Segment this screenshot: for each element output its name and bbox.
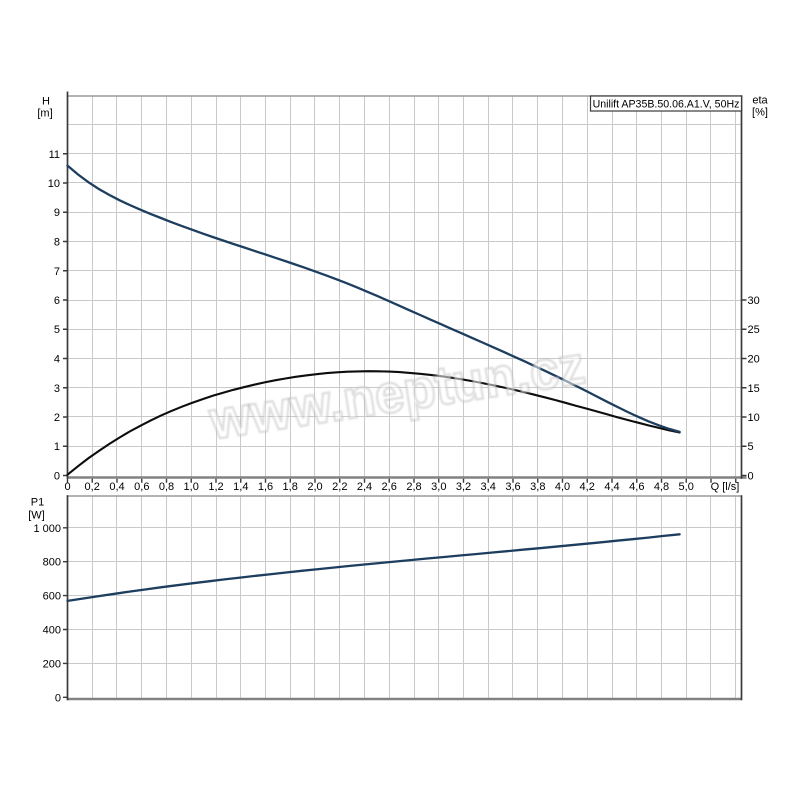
svg-text:2,0: 2,0 (307, 481, 322, 493)
svg-text:0: 0 (54, 471, 60, 483)
svg-text:3,6: 3,6 (505, 481, 520, 493)
svg-text:[W]: [W] (28, 510, 45, 522)
svg-text:1 000: 1 000 (33, 523, 61, 535)
svg-text:H: H (42, 96, 50, 108)
svg-text:1,2: 1,2 (208, 481, 223, 493)
svg-text:8: 8 (54, 237, 60, 249)
svg-text:4,8: 4,8 (654, 481, 669, 493)
svg-text:5,0: 5,0 (679, 481, 694, 493)
svg-text:3,4: 3,4 (481, 481, 496, 493)
svg-text:4,2: 4,2 (580, 481, 595, 493)
svg-text:3,8: 3,8 (530, 481, 545, 493)
svg-text:4: 4 (54, 354, 60, 366)
svg-text:7: 7 (54, 266, 60, 278)
svg-text:eta: eta (752, 95, 768, 107)
svg-text:1,8: 1,8 (283, 481, 298, 493)
svg-text:Q [l/s]: Q [l/s] (711, 481, 740, 493)
svg-text:10: 10 (48, 178, 60, 190)
svg-text:800: 800 (43, 557, 61, 569)
svg-text:25: 25 (748, 324, 760, 336)
svg-text:4,0: 4,0 (555, 481, 570, 493)
svg-text:0,8: 0,8 (159, 481, 174, 493)
svg-text:[m]: [m] (37, 108, 52, 120)
svg-text:4,6: 4,6 (629, 481, 644, 493)
svg-text:[%]: [%] (752, 107, 768, 119)
svg-text:1,4: 1,4 (233, 481, 248, 493)
svg-text:11: 11 (49, 149, 60, 161)
svg-text:4,4: 4,4 (604, 481, 619, 493)
svg-text:0: 0 (748, 471, 754, 483)
svg-text:1: 1 (54, 441, 60, 453)
svg-text:3: 3 (54, 383, 60, 395)
svg-text:20: 20 (748, 354, 760, 366)
svg-text:2,8: 2,8 (406, 481, 421, 493)
svg-text:2: 2 (54, 412, 60, 424)
svg-text:2,2: 2,2 (332, 481, 347, 493)
svg-text:6: 6 (54, 295, 60, 307)
svg-text:2,4: 2,4 (357, 481, 372, 493)
svg-text:600: 600 (43, 591, 61, 603)
svg-text:5: 5 (54, 324, 60, 336)
svg-text:10: 10 (748, 412, 760, 424)
svg-text:9: 9 (54, 207, 60, 219)
svg-text:0: 0 (55, 692, 61, 704)
svg-text:3,0: 3,0 (431, 481, 446, 493)
svg-text:0,6: 0,6 (134, 481, 149, 493)
svg-text:P1: P1 (31, 497, 44, 509)
svg-text:2,6: 2,6 (382, 481, 397, 493)
svg-text:200: 200 (43, 658, 61, 670)
svg-text:0,2: 0,2 (85, 481, 100, 493)
svg-text:15: 15 (748, 383, 760, 395)
svg-text:0: 0 (64, 481, 70, 493)
svg-text:1,0: 1,0 (184, 481, 199, 493)
svg-text:5: 5 (748, 441, 754, 453)
svg-text:400: 400 (43, 625, 61, 637)
svg-text:30: 30 (748, 295, 760, 307)
svg-text:3,2: 3,2 (456, 481, 471, 493)
svg-text:1,6: 1,6 (258, 481, 273, 493)
svg-text:0,4: 0,4 (109, 481, 124, 493)
svg-text:Unilift AP35B.50.06.A1.V, 50Hz: Unilift AP35B.50.06.A1.V, 50Hz (593, 99, 740, 111)
